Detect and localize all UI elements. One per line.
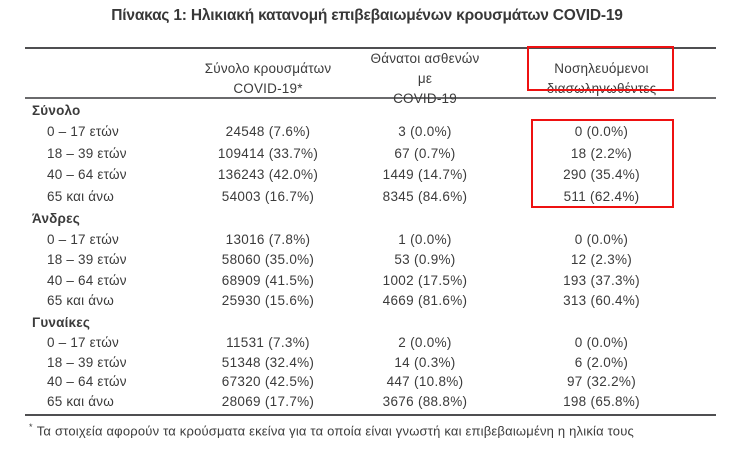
intubated-cell: 97 (32.2%) xyxy=(566,374,637,390)
deaths-cell: 4669 (81.6%) xyxy=(382,293,468,309)
table-row: 40 – 64 ετών 136243 (42.0%) 1449 (14.7%)… xyxy=(25,164,716,186)
age-label-cell: 65 και άνω xyxy=(47,393,115,409)
deaths-cell: 3676 (88.8%) xyxy=(382,393,468,409)
age-label-cell: 0 – 17 ετών xyxy=(47,231,119,247)
table-row: 65 και άνω 28069 (17.7%) 3676 (88.8%) 19… xyxy=(25,392,716,412)
cases-cell: 67320 (42.5%) xyxy=(221,374,315,390)
intubated-cell: 193 (37.3%) xyxy=(563,272,640,288)
col-header-cases-line2: COVID-19* xyxy=(233,81,303,96)
age-label-cell: 65 και άνω xyxy=(47,293,115,309)
table-row: 0 – 17 ετών 11531 (7.3%) 2 (0.0%) 0 (0.0… xyxy=(25,333,716,353)
cases-cell: 25930 (15.6%) xyxy=(221,293,315,309)
deaths-cell: 1 (0.0%) xyxy=(398,231,452,247)
cases-cell: 58060 (35.0%) xyxy=(221,252,315,268)
section-row-men: Άνδρες xyxy=(25,207,716,229)
cases-cell: 28069 (17.7%) xyxy=(221,393,315,409)
intubated-cell: 198 (65.8%) xyxy=(563,393,640,409)
age-label-cell: 40 – 64 ετών xyxy=(47,272,127,288)
cases-cell: 13016 (7.8%) xyxy=(225,231,311,247)
deaths-cell: 1449 (14.7%) xyxy=(382,167,468,183)
intubated-cell: 0 (0.0%) xyxy=(574,335,629,351)
col-header-intubated-line1: Νοσηλευόμενοι xyxy=(554,61,649,76)
table-row: 0 – 17 ετών 13016 (7.8%) 1 (0.0%) 0 (0.0… xyxy=(25,229,716,250)
age-label-cell: 40 – 64 ετών xyxy=(47,167,127,183)
col-header-deaths-line2: COVID-19 xyxy=(393,91,457,106)
deaths-cell: 3 (0.0%) xyxy=(398,124,452,140)
deaths-cell: 447 (10.8%) xyxy=(386,374,464,390)
intubated-cell: 0 (0.0%) xyxy=(574,231,629,247)
age-label-cell: 18 – 39 ετών xyxy=(47,145,127,161)
cases-cell: 68909 (41.5%) xyxy=(221,272,315,288)
intubated-cell: 290 (35.4%) xyxy=(563,167,640,183)
section-label: Σύνολο xyxy=(32,102,81,118)
section-row-total: Σύνολο xyxy=(25,99,716,121)
intubated-cell: 511 (62.4%) xyxy=(563,188,640,204)
highlight-box-intubated-header xyxy=(527,46,674,91)
age-label-cell: 18 – 39 ετών xyxy=(47,252,127,268)
table-row: 0 – 17 ετών 24548 (7.6%) 3 (0.0%) 0 (0.0… xyxy=(25,121,716,143)
intubated-cell: 0 (0.0%) xyxy=(574,124,629,140)
intubated-cell: 12 (2.3%) xyxy=(570,252,633,268)
table-bottom-spacer xyxy=(25,411,716,414)
cases-cell: 54003 (16.7%) xyxy=(221,188,315,204)
footnote: * Τα στοιχεία αφορούν τα κρούσματα εκείνα… xyxy=(29,422,719,438)
section-label: Γυναίκες xyxy=(32,314,91,330)
cases-cell: 24548 (7.6%) xyxy=(225,124,311,140)
col-header-deaths: Θάνατοι ασθενών με COVID-19 xyxy=(363,49,487,109)
age-label-cell: 40 – 64 ετών xyxy=(47,374,127,390)
table-row: 65 και άνω 25930 (15.6%) 4669 (81.6%) 31… xyxy=(25,291,716,312)
table-header-row: Σύνολο κρουσμάτων COVID-19* Θάνατοι ασθε… xyxy=(25,49,716,106)
table-row: 40 – 64 ετών 68909 (41.5%) 1002 (17.5%) … xyxy=(25,270,716,291)
intubated-cell: 313 (60.4%) xyxy=(563,293,640,309)
age-label-cell: 0 – 17 ετών xyxy=(47,124,119,140)
deaths-cell: 14 (0.3%) xyxy=(394,354,456,370)
table-row: 18 – 39 ετών 51348 (32.4%) 14 (0.3%) 6 (… xyxy=(25,353,716,373)
table-row: 65 και άνω 54003 (16.7%) 8345 (84.6%) 51… xyxy=(25,186,716,208)
highlight-box-intubated-values xyxy=(531,119,674,208)
age-label-cell: 65 και άνω xyxy=(47,188,115,204)
section-row-women: Γυναίκες xyxy=(25,311,716,333)
col-header-cases: Σύνολο κρουσμάτων COVID-19* xyxy=(173,59,363,99)
table-row: 40 – 64 ετών 67320 (42.5%) 447 (10.8%) 9… xyxy=(25,372,716,392)
deaths-cell: 1002 (17.5%) xyxy=(382,272,468,288)
deaths-cell: 53 (0.9%) xyxy=(394,252,456,268)
intubated-cell: 18 (2.2%) xyxy=(570,145,633,161)
col-header-intubated-line2: διασωληνωθέντες xyxy=(546,81,657,96)
section-label: Άνδρες xyxy=(32,210,80,226)
age-label-cell: 0 – 17 ετών xyxy=(47,335,119,351)
col-header-cases-line1: Σύνολο κρουσμάτων xyxy=(204,61,332,76)
cases-cell: 51348 (32.4%) xyxy=(221,354,315,370)
table-row: 18 – 39 ετών 58060 (35.0%) 53 (0.9%) 12 … xyxy=(25,250,716,271)
deaths-cell: 2 (0.0%) xyxy=(398,335,452,351)
footnote-mark: * xyxy=(29,422,33,432)
cases-cell: 109414 (33.7%) xyxy=(217,145,319,161)
age-label-cell: 18 – 39 ετών xyxy=(47,354,127,370)
deaths-cell: 67 (0.7%) xyxy=(394,145,456,161)
deaths-cell: 8345 (84.6%) xyxy=(382,188,468,204)
cases-cell: 136243 (42.0%) xyxy=(217,167,319,183)
covid-age-table: Σύνολο κρουσμάτων COVID-19* Θάνατοι ασθε… xyxy=(25,47,716,416)
col-header-deaths-line1: Θάνατοι ασθενών με xyxy=(370,51,480,86)
page-title: Πίνακας 1: Ηλικιακή κατανομή επιβεβαιωμέ… xyxy=(111,7,623,24)
footnote-text: Τα στοιχεία αφορούν τα κρούσματα εκείνα … xyxy=(36,423,635,439)
col-header-intubated: Νοσηλευόμενοι διασωληνωθέντες xyxy=(487,59,716,99)
table-row: 18 – 39 ετών 109414 (33.7%) 67 (0.7%) 18… xyxy=(25,143,716,165)
intubated-cell: 6 (2.0%) xyxy=(574,354,629,370)
cases-cell: 11531 (7.3%) xyxy=(226,335,310,351)
